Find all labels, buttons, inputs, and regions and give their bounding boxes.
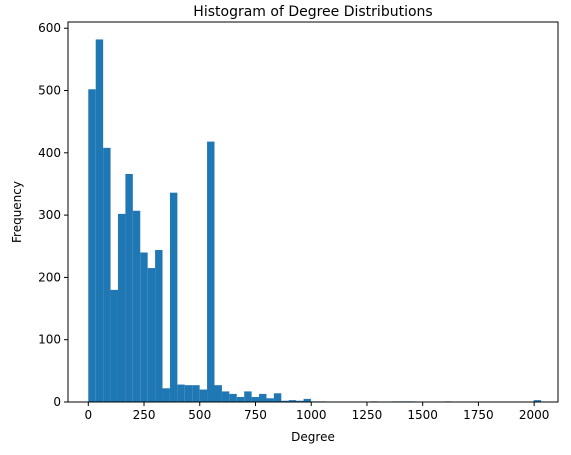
x-tick-label: 250 [133, 408, 156, 422]
histogram-bar [125, 174, 133, 402]
histogram-bar [303, 398, 311, 402]
histogram-bar [162, 388, 170, 402]
histogram-bar [117, 213, 126, 402]
histogram-bar [147, 268, 156, 402]
x-axis-label: Degree [291, 430, 335, 444]
histogram-bar [207, 141, 215, 402]
histogram-bar [273, 393, 282, 402]
histogram-bar [251, 397, 260, 402]
histogram-bar [266, 398, 274, 402]
histogram-bar [229, 393, 237, 402]
histogram-bar [95, 39, 104, 402]
histogram-bar [88, 89, 96, 402]
histogram-bar [155, 250, 163, 402]
histogram-bar [281, 400, 289, 402]
y-tick-label: 400 [38, 146, 61, 160]
x-tick-label: 750 [244, 408, 267, 422]
histogram-bar [192, 385, 200, 402]
histogram-bar [244, 391, 252, 402]
histogram-bar [296, 400, 304, 402]
x-tick-label: 1000 [296, 408, 327, 422]
y-tick-label: 0 [53, 395, 61, 409]
histogram-bar [214, 385, 222, 402]
histogram-bar [140, 252, 148, 402]
y-axis-label: Frequency [10, 181, 24, 243]
histogram-bar [103, 147, 111, 402]
histogram-bar [236, 397, 245, 402]
y-tick-label: 500 [38, 84, 61, 98]
x-tick-label: 0 [84, 408, 92, 422]
bars-group [88, 39, 542, 402]
histogram-bar [199, 389, 208, 402]
x-tick-label: 500 [188, 408, 211, 422]
histogram-bar [259, 393, 267, 402]
chart-title: Histogram of Degree Distributions [193, 4, 432, 20]
x-tick-label: 1500 [407, 408, 438, 422]
x-tick-label: 1750 [463, 408, 494, 422]
histogram-bar [533, 400, 542, 402]
y-tick-label: 300 [38, 208, 61, 222]
y-ticks: 0 100 200 300 400 500 600 [38, 21, 68, 409]
histogram-bar [177, 384, 185, 402]
y-tick-label: 200 [38, 270, 61, 284]
histogram-bar [221, 391, 230, 402]
axes-frame [67, 21, 559, 403]
x-tick-label: 2000 [519, 408, 550, 422]
histogram-bar [132, 210, 141, 402]
y-tick-label: 600 [38, 21, 61, 35]
histogram-bar [110, 289, 118, 402]
histogram-bar [169, 192, 178, 402]
histogram-bar [184, 385, 193, 402]
x-tick-label: 1250 [352, 408, 383, 422]
x-ticks: 0 250 500 750 1000 1250 1500 1750 2000 [84, 402, 549, 422]
y-tick-label: 100 [38, 333, 61, 347]
histogram-bar [288, 400, 297, 402]
